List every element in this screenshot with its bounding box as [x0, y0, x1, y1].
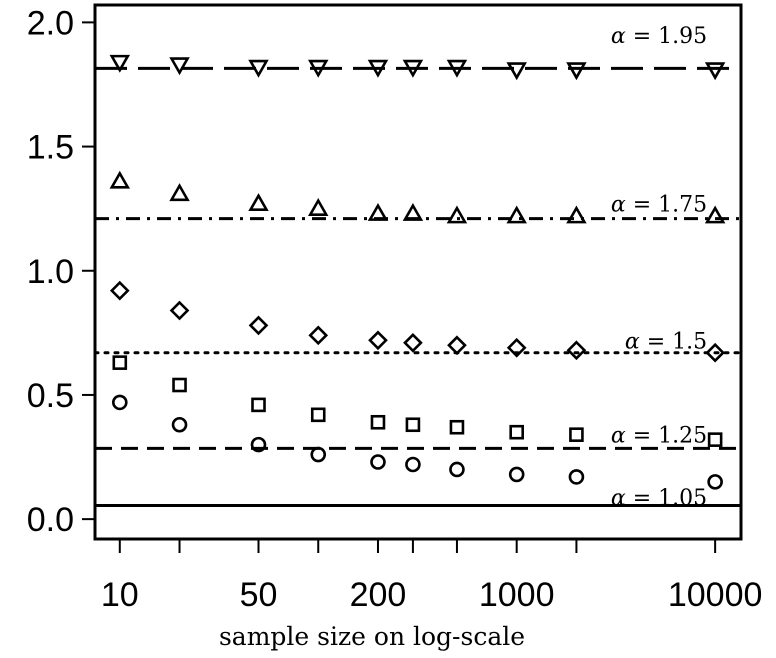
y-tick-label: 1.5	[27, 129, 74, 167]
alpha-symbol: α	[625, 329, 640, 354]
alpha-symbol: α	[611, 424, 626, 449]
marker-circle	[310, 446, 327, 463]
alpha-value: = 1.05	[626, 486, 707, 511]
marker-circle	[405, 456, 421, 473]
marker-square	[172, 377, 187, 393]
marker-square	[569, 427, 584, 442]
alpha-label: α = 1.25	[611, 424, 707, 449]
x-tick-label: 1000	[479, 576, 555, 614]
marker-triangle-down	[704, 62, 726, 81]
marker-circle	[449, 461, 465, 478]
alpha-symbol: α	[611, 193, 626, 218]
alpha-label: α = 1.05	[611, 486, 707, 511]
alpha-symbol: α	[611, 24, 626, 49]
marker-circle	[707, 474, 723, 490]
marker-triangle-down	[308, 59, 329, 78]
marker-triangle-up	[109, 170, 131, 189]
marker-triangle-down	[169, 57, 190, 76]
marker-square	[370, 414, 386, 430]
y-tick-label: 1.0	[27, 253, 74, 291]
alpha-label: α = 1.95	[611, 24, 707, 49]
x-axis-title: sample size on log-scale	[219, 622, 525, 651]
alpha-symbol: α	[611, 486, 626, 511]
marker-circle	[370, 454, 386, 470]
marker-circle	[568, 469, 585, 485]
x-axis: 10 50 200 1000 10000	[101, 538, 763, 614]
marker-triangle-up	[506, 205, 527, 224]
x-tick-label: 10	[101, 576, 139, 614]
marker-triangle-down	[109, 54, 131, 73]
marker-triangle-up	[169, 183, 190, 202]
y-axis: 0.0 0.5 1.0 1.5 2.0	[27, 4, 96, 539]
y-tick-label: 2.0	[27, 4, 74, 42]
x-tick-label: 200	[350, 576, 407, 614]
marker-triangle-up	[566, 205, 587, 224]
marker-diamond	[109, 280, 130, 301]
alpha-value: = 1.95	[626, 24, 707, 49]
marker-circle	[171, 416, 188, 433]
marker-diamond	[308, 325, 329, 346]
marker-triangle-down	[506, 62, 527, 81]
marker-diamond	[403, 332, 423, 353]
alpha-label: α = 1.75	[611, 193, 707, 218]
marker-square	[449, 419, 465, 435]
marker-circle	[508, 466, 525, 483]
alpha-label: α = 1.5	[625, 329, 707, 354]
marker-triangle-down	[402, 59, 424, 78]
marker-diamond	[506, 337, 527, 358]
marker-triangle-up	[248, 193, 269, 211]
marker-triangle-up	[308, 198, 329, 216]
alpha-value: = 1.5	[640, 329, 707, 354]
marker-triangle-up	[402, 203, 424, 221]
marker-triangle-down	[446, 59, 468, 78]
marker-square	[509, 424, 524, 440]
x-tick-label: 10000	[668, 576, 763, 614]
marker-triangle-up	[704, 205, 726, 224]
y-tick-label: 0.0	[27, 501, 74, 539]
marker-triangle-up	[446, 205, 468, 224]
marker-triangle-down	[566, 62, 587, 81]
marker-diamond	[566, 340, 587, 361]
marker-circle	[250, 436, 267, 453]
data-markers	[109, 54, 726, 490]
marker-square	[310, 407, 326, 423]
marker-diamond	[169, 300, 190, 321]
marker-circle	[111, 394, 128, 411]
y-tick-label: 0.5	[27, 377, 74, 415]
marker-diamond	[368, 330, 388, 351]
marker-triangle-down	[248, 59, 269, 78]
marker-diamond	[248, 315, 269, 336]
marker-triangle-down	[367, 59, 389, 78]
marker-triangle-up	[367, 203, 389, 221]
marker-diamond	[705, 342, 725, 363]
x-tick-label: 50	[240, 576, 278, 614]
series-annotations: α = 1.95α = 1.75α = 1.5α = 1.25α = 1.05	[611, 24, 707, 511]
marker-square	[112, 355, 128, 370]
marker-square	[707, 432, 723, 447]
marker-diamond	[447, 335, 467, 356]
marker-square	[405, 417, 421, 433]
alpha-value: = 1.75	[626, 193, 707, 218]
marker-square	[251, 397, 266, 413]
alpha-value: = 1.25	[626, 424, 707, 449]
